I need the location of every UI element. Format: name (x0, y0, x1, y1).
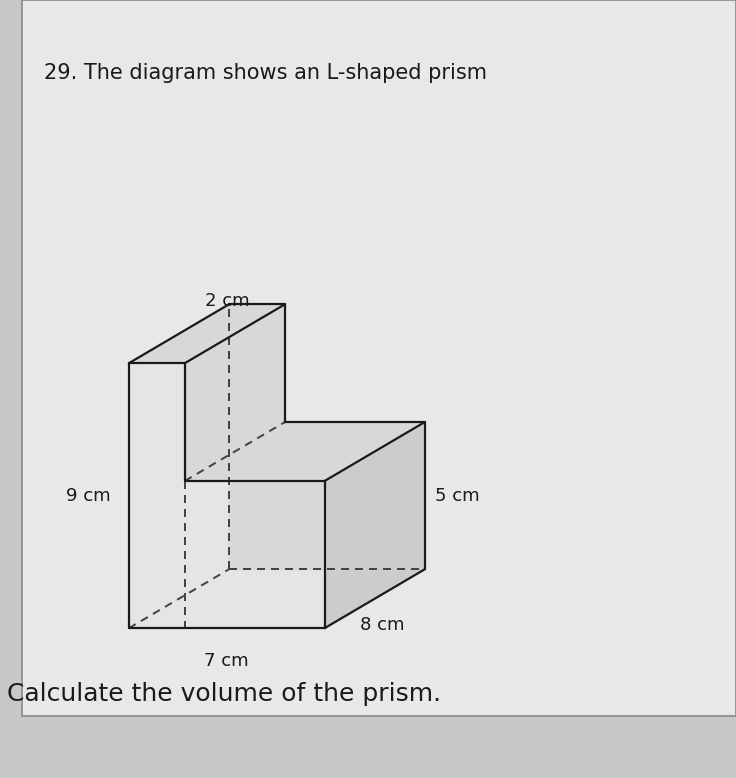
Polygon shape (185, 304, 285, 481)
Text: 2 cm: 2 cm (205, 292, 250, 310)
Polygon shape (185, 422, 425, 481)
Text: Calculate the volume of the prism.: Calculate the volume of the prism. (7, 682, 442, 706)
Text: 9 cm: 9 cm (66, 487, 110, 505)
Polygon shape (129, 304, 285, 363)
Polygon shape (129, 363, 325, 628)
Text: 29. The diagram shows an L-shaped prism: 29. The diagram shows an L-shaped prism (44, 62, 487, 82)
Polygon shape (325, 422, 425, 628)
Text: 5 cm: 5 cm (436, 487, 480, 505)
Text: 8 cm: 8 cm (360, 615, 404, 633)
Text: 7 cm: 7 cm (205, 652, 249, 671)
Polygon shape (229, 304, 425, 569)
